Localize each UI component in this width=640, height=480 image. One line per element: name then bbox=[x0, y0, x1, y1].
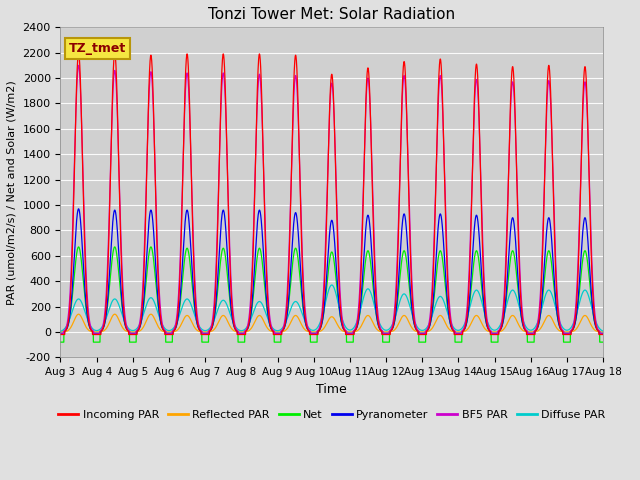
Incoming PAR bbox=[92, 332, 99, 337]
Diffuse PAR bbox=[599, 328, 607, 334]
BF5 PAR bbox=[498, 316, 506, 322]
Text: TZ_tmet: TZ_tmet bbox=[68, 42, 126, 55]
X-axis label: Time: Time bbox=[316, 383, 347, 396]
Pyranometer bbox=[70, 257, 78, 263]
Net bbox=[56, 339, 64, 345]
Net bbox=[244, 326, 252, 332]
Incoming PAR bbox=[244, 326, 252, 332]
Line: Net: Net bbox=[60, 247, 603, 342]
Reflected PAR bbox=[244, 328, 252, 334]
Reflected PAR bbox=[56, 329, 64, 335]
BF5 PAR bbox=[244, 324, 252, 329]
Pyranometer bbox=[177, 288, 184, 293]
Reflected PAR bbox=[70, 318, 78, 324]
Pyranometer bbox=[244, 326, 252, 332]
Net bbox=[498, 323, 506, 328]
Reflected PAR bbox=[294, 314, 301, 320]
BF5 PAR bbox=[92, 331, 99, 337]
Diffuse PAR bbox=[177, 309, 184, 314]
Diffuse PAR bbox=[328, 282, 335, 288]
Reflected PAR bbox=[498, 328, 506, 334]
Pyranometer bbox=[92, 330, 99, 336]
Incoming PAR bbox=[599, 332, 607, 337]
Diffuse PAR bbox=[243, 324, 251, 329]
Y-axis label: PAR (umol/m2/s) / Net and Solar (W/m2): PAR (umol/m2/s) / Net and Solar (W/m2) bbox=[7, 80, 17, 305]
Net bbox=[294, 252, 301, 257]
Net bbox=[70, 275, 78, 281]
Diffuse PAR bbox=[92, 327, 99, 333]
Legend: Incoming PAR, Reflected PAR, Net, Pyranometer, BF5 PAR, Diffuse PAR: Incoming PAR, Reflected PAR, Net, Pyrano… bbox=[54, 406, 610, 425]
Diffuse PAR bbox=[70, 303, 78, 309]
Diffuse PAR bbox=[498, 318, 506, 324]
Pyranometer bbox=[75, 206, 83, 212]
Reflected PAR bbox=[92, 329, 99, 335]
Diffuse PAR bbox=[294, 300, 301, 306]
Incoming PAR bbox=[70, 181, 78, 187]
BF5 PAR bbox=[599, 331, 607, 337]
Line: Reflected PAR: Reflected PAR bbox=[60, 314, 603, 332]
Line: BF5 PAR: BF5 PAR bbox=[60, 65, 603, 334]
Net bbox=[92, 339, 99, 345]
Diffuse PAR bbox=[56, 328, 64, 334]
BF5 PAR bbox=[56, 331, 64, 337]
Reflected PAR bbox=[111, 312, 118, 317]
Net bbox=[599, 339, 607, 345]
Reflected PAR bbox=[177, 323, 184, 328]
Line: Pyranometer: Pyranometer bbox=[60, 209, 603, 333]
Line: Incoming PAR: Incoming PAR bbox=[60, 53, 603, 335]
BF5 PAR bbox=[177, 241, 184, 247]
BF5 PAR bbox=[294, 96, 301, 101]
Incoming PAR bbox=[294, 82, 301, 87]
Pyranometer bbox=[498, 323, 506, 329]
Incoming PAR bbox=[56, 332, 64, 337]
Incoming PAR bbox=[177, 252, 184, 258]
Line: Diffuse PAR: Diffuse PAR bbox=[60, 285, 603, 331]
Pyranometer bbox=[294, 220, 301, 226]
Pyranometer bbox=[56, 330, 64, 336]
BF5 PAR bbox=[75, 62, 83, 68]
Net bbox=[111, 244, 118, 250]
Title: Tonzi Tower Met: Solar Radiation: Tonzi Tower Met: Solar Radiation bbox=[208, 7, 455, 22]
Incoming PAR bbox=[498, 321, 506, 327]
Incoming PAR bbox=[75, 50, 83, 56]
Reflected PAR bbox=[599, 329, 607, 335]
Pyranometer bbox=[599, 330, 607, 336]
Net bbox=[177, 296, 184, 301]
BF5 PAR bbox=[70, 173, 78, 179]
